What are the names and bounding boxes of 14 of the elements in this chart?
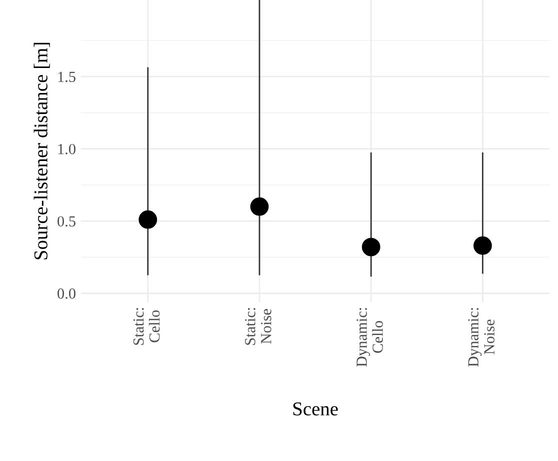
y-tick-label: 1.5: [58, 72, 76, 82]
point: [138, 210, 158, 229]
x-tick-label: Dynamic: Noise: [468, 308, 494, 367]
y-tick-label: 1.0: [58, 144, 76, 154]
y-tick-label: 0.5: [58, 216, 76, 227]
x-tick-label: Static: Noise: [245, 308, 272, 345]
y-tick-label: 0.0: [58, 288, 76, 299]
y-axis-title: Source-listener distance [m]: [34, 42, 50, 260]
point: [473, 236, 492, 255]
x-axis-title: Scene: [293, 402, 338, 416]
point: [250, 197, 269, 216]
point: [362, 238, 380, 256]
x-tick-label: Static: Cello: [133, 308, 160, 345]
x-tick-label: Dynamic: Cello: [356, 308, 383, 367]
